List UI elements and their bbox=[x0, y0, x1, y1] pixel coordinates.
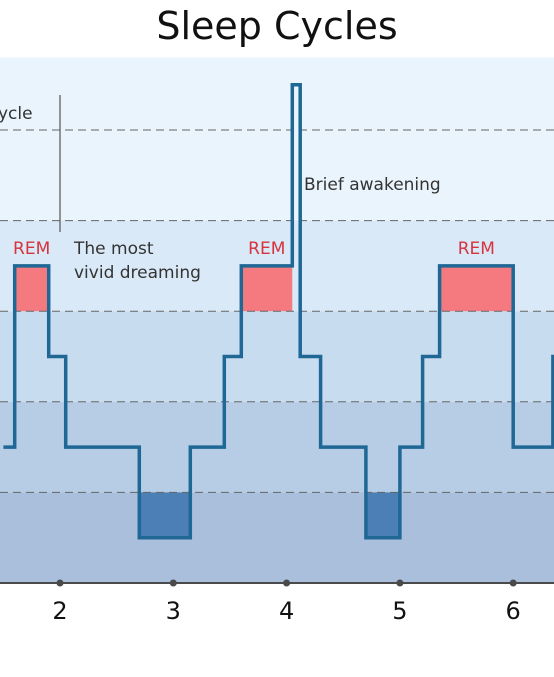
rem-fill bbox=[241, 265, 293, 312]
annotation-awakening: Brief awakening bbox=[304, 175, 441, 195]
rem-label: REM bbox=[458, 239, 495, 259]
x-tick-label: 4 bbox=[279, 597, 294, 625]
gridlines bbox=[0, 129, 554, 493]
x-tick-label: 2 bbox=[52, 597, 67, 625]
x-tick-label: 3 bbox=[166, 597, 181, 625]
x-tick-dot bbox=[169, 579, 177, 587]
rem-label: REM bbox=[13, 239, 50, 259]
stage-bands bbox=[0, 57, 554, 583]
x-tick-dot bbox=[396, 579, 404, 587]
deep-sleep-fill bbox=[139, 492, 191, 538]
chart-title: Sleep Cycles bbox=[156, 4, 398, 48]
x-tick-dot bbox=[56, 579, 64, 587]
annotation-vivid-2: vivid dreaming bbox=[74, 263, 201, 283]
deep-sleep-fill bbox=[365, 492, 400, 538]
stage-band bbox=[0, 57, 554, 221]
annotation-vivid-1: The most bbox=[73, 239, 154, 259]
x-axis: 2 3 4 5 6 bbox=[0, 579, 554, 625]
rem-label: REM bbox=[248, 239, 285, 259]
stage-band bbox=[0, 492, 554, 583]
stage-band bbox=[0, 311, 554, 402]
annotation-cycle: ycle bbox=[0, 104, 33, 124]
x-tick-dot bbox=[283, 579, 291, 587]
x-tick-label: 6 bbox=[506, 597, 521, 625]
chart-labels: REM REM REM ycle The most vivid dreaming Brief… bbox=[0, 104, 495, 283]
stage-fills bbox=[14, 265, 514, 538]
series-layer bbox=[3, 82, 554, 540]
rem-fill bbox=[14, 265, 49, 312]
sleep-stage-line bbox=[3, 82, 554, 540]
x-tick-dot bbox=[509, 579, 517, 587]
x-tick-label: 5 bbox=[392, 597, 407, 625]
rem-fill bbox=[439, 265, 514, 312]
